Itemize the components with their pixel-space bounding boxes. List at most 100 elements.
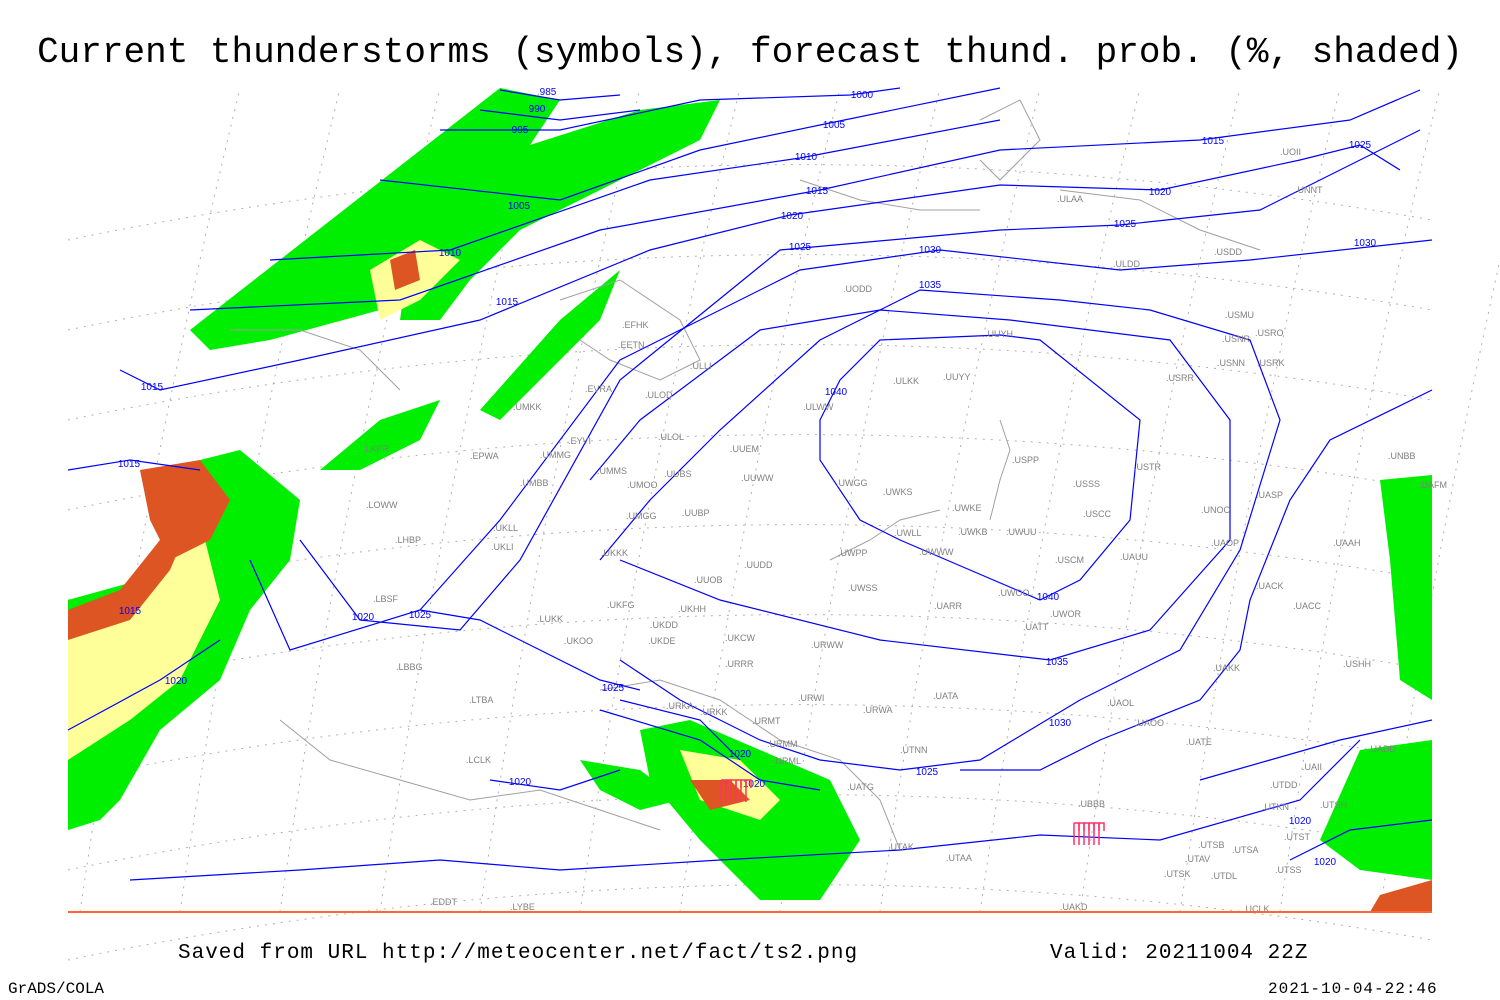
isobar-label: 1005 <box>823 120 846 131</box>
station-label: .URML <box>773 756 801 766</box>
isobar-line <box>67 459 201 471</box>
station-label: .UKOO <box>564 636 593 646</box>
station-label: .UOII <box>1280 147 1301 157</box>
isobars <box>67 87 1433 881</box>
isobar-label: 1030 <box>1049 718 1072 729</box>
station-label: .UODD <box>843 284 873 294</box>
station-label: .UUYY <box>943 372 971 382</box>
isobar-label: 1025 <box>602 683 625 694</box>
isobar-label: 1015 <box>1202 136 1225 147</box>
isobar-label: 1025 <box>409 610 432 621</box>
station-label: .UKCW <box>725 633 756 643</box>
map-title: Current thunderstorms (symbols), forecas… <box>37 32 1463 73</box>
station-label: .UCLK <box>1243 904 1270 914</box>
isobar-line <box>419 609 641 691</box>
station-label: .LYBE <box>510 902 535 912</box>
station-label: .UUDD <box>744 560 773 570</box>
isobar-label: 1020 <box>1314 857 1337 868</box>
isobar-label: 1040 <box>825 387 848 398</box>
station-label: .URMT <box>752 716 781 726</box>
station-label: .USTR <box>1134 462 1162 472</box>
probability-area-prob-low <box>580 760 680 810</box>
isobar-label: 1015 <box>141 382 164 393</box>
station-label: .UTSH <box>1320 800 1347 810</box>
station-label: .UAOP <box>1211 538 1239 548</box>
probability-area-prob-high <box>690 780 750 810</box>
station-label: .UTDD <box>1270 780 1298 790</box>
isobar-line <box>249 239 1433 651</box>
isobar-label: 1025 <box>1349 140 1372 151</box>
station-label: .UARR <box>934 601 963 611</box>
isobar-line <box>1199 719 1433 781</box>
station-label: .UWSS <box>848 583 878 593</box>
isobar-label: 1010 <box>439 248 462 259</box>
isobar-label: 1015 <box>806 186 829 197</box>
isobar-label: 1015 <box>496 297 519 308</box>
meridian-line <box>1279 87 1441 913</box>
isobar-line <box>960 389 1433 771</box>
station-label: .EPWA <box>470 451 499 461</box>
station-label: .UTSS <box>1275 865 1302 875</box>
isobar-line <box>1289 819 1433 861</box>
render-timestamp: 2021-10-04-22:46 <box>1268 980 1438 998</box>
isobar-line <box>129 739 1361 881</box>
meridian-line <box>479 87 641 913</box>
station-label: .UASP <box>1256 490 1283 500</box>
station-label: .ULKK <box>893 376 919 386</box>
isobar-line <box>119 144 1401 391</box>
isobar-label: 1035 <box>1046 657 1069 668</box>
station-label: .LHBP <box>395 535 421 545</box>
station-label: .UTST <box>1284 832 1311 842</box>
station-label: .LUKK <box>537 614 563 624</box>
station-label: .URRR <box>725 659 754 669</box>
station-label: .EDDT <box>430 897 458 907</box>
station-label: .UAOL <box>1107 698 1134 708</box>
thunderstorm-symbol <box>1073 822 1105 845</box>
station-label: .UUEM <box>730 444 759 454</box>
station-label: .UUBS <box>664 469 692 479</box>
isobar-label: 1025 <box>916 767 939 778</box>
station-label: .UWWW <box>919 547 954 557</box>
station-label: .UMGG <box>626 511 657 521</box>
meridian-line <box>1379 257 1500 913</box>
station-label: .ULDD <box>1113 259 1141 269</box>
isobar-label: 985 <box>540 87 557 98</box>
station-label: .UTDL <box>1211 871 1237 881</box>
station-label: .UUWW <box>741 473 774 483</box>
station-label: .UKLI <box>491 542 514 552</box>
isobar-label: 1015 <box>119 606 142 617</box>
isobar-line <box>299 129 1421 631</box>
source-url-text: Saved from URL http://meteocenter.net/fa… <box>178 942 859 965</box>
station-label: .USPP <box>1012 455 1039 465</box>
isobar-line <box>819 334 1141 601</box>
isobar-label: 1035 <box>919 280 942 291</box>
isobar-label: 1020 <box>509 777 532 788</box>
probability-area-prob-low <box>1320 740 1432 880</box>
isobar-line <box>479 109 641 121</box>
station-label: .URWI <box>798 693 824 703</box>
coastline <box>599 679 901 851</box>
isobar-label: 990 <box>529 104 546 115</box>
station-label: .UWLL <box>894 528 922 538</box>
coastline <box>799 179 980 211</box>
valid-time-text: Valid: 20211004 22Z <box>1050 942 1309 965</box>
meridian-line <box>1079 87 1241 913</box>
isobar-label: 995 <box>512 125 529 136</box>
isobar-label: 1020 <box>743 779 766 790</box>
station-label: .UAKD <box>1060 902 1088 912</box>
meridian-line <box>279 87 441 913</box>
isobar-label: 1020 <box>1149 187 1172 198</box>
map-bottom-edge <box>68 911 1432 913</box>
station-label: .UACK <box>1256 581 1284 591</box>
station-label: .LCLK <box>466 755 491 765</box>
station-label: .USNR <box>1222 334 1251 344</box>
software-credit: GrADS/COLA <box>8 980 105 998</box>
station-label: .UTNN <box>900 745 928 755</box>
isobar-label: 1020 <box>1289 816 1312 827</box>
station-label: .UTSA <box>1232 845 1259 855</box>
thunderstorm-probability-shading <box>68 88 1432 912</box>
isobar-label: 1020 <box>781 211 804 222</box>
station-label: .UAOO <box>1135 718 1164 728</box>
station-label: .UWPP <box>838 548 868 558</box>
